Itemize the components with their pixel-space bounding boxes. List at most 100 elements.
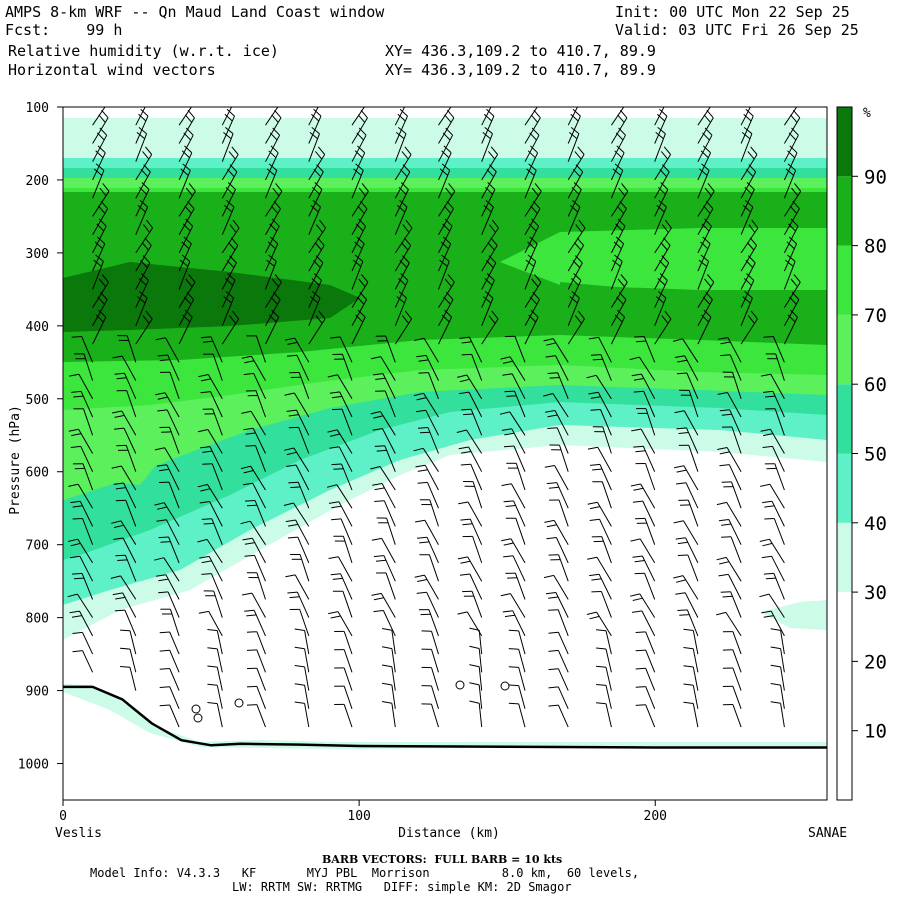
wind-barb-flag [570,113,579,122]
wind-barb-staff [638,356,656,381]
wind-barb-flag [533,109,541,119]
wind-barb-flag [400,168,408,178]
wind-barb-flag [67,593,78,598]
wind-barb-flag [138,113,147,122]
wind-barb-flag [270,145,279,154]
wind-barb-staff [428,554,439,582]
wind-barb-flag [418,372,429,374]
wind-barb-staff [380,356,396,381]
wind-barb-flag [226,260,235,268]
wind-barb-flag [530,205,538,214]
wind-barb-flag [490,237,498,246]
wind-barb-flag [502,373,513,376]
wind-barb-flag [483,113,493,122]
wind-barb-flag [329,391,340,394]
wind-barb-flag [683,683,694,686]
wind-barb-flag [676,469,687,473]
wind-barb-staff [599,519,612,545]
wind-barb-flag [461,341,472,344]
wind-barb-flag [504,432,515,436]
y-axis: 100 200 300 400 500 600 700 800 900 1000 [18,101,63,773]
wind-barb-flag [71,336,82,338]
wind-barb-flag [683,665,694,668]
wind-barb-flag [274,274,282,283]
wind-barb-flag [718,519,729,522]
wind-barb-flag [707,274,715,283]
wind-barb-staff [343,631,353,655]
wind-barb-flag [461,353,472,356]
wind-barb-flag [527,241,536,250]
wind-barb-flag [548,649,559,652]
wind-barb-staff [382,610,396,637]
wind-barb-flag [574,151,582,160]
wind-barb-staff [297,536,310,564]
wind-barb-flag [94,241,103,250]
wind-barb-flag [508,702,519,705]
wind-barb-staff [129,648,137,673]
wind-barb-flag [242,537,253,541]
wind-barb-flag [614,163,624,171]
wind-barb-staff [510,483,526,509]
wind-barb-flag [618,127,626,136]
wind-barb-flag [508,629,519,632]
wind-barb-staff [639,538,656,564]
wind-barb-flag [469,664,480,668]
wind-barb-flag [545,355,556,358]
wind-barb-flag [145,146,153,155]
wind-barb-flag [701,314,710,323]
wind-barb-staff [518,630,526,655]
wind-barb-flag [501,483,512,487]
wind-barb-flag [704,187,712,197]
wind-barb-flag [459,336,470,339]
wind-barb-flag [188,183,196,192]
wind-barb-flag [762,542,773,547]
wind-barb-flag [201,573,212,575]
wind-barb-staff [683,410,699,436]
wind-barb-staff [478,648,483,673]
wind-barb-flag [675,579,686,583]
wind-barb-staff [338,446,353,472]
wind-barb-staff [557,704,569,728]
wind-barb-flag [140,260,148,268]
wind-barb-flag [399,96,406,103]
wind-barb-flag [266,259,275,267]
wind-barb-flag [508,648,519,650]
wind-barb-flag [622,92,628,100]
wind-barb-flag [136,132,146,140]
wind-barb-flag [137,205,146,213]
wind-barb-flag [492,219,499,229]
wind-barb-staff [76,593,94,618]
wind-barb-flag [268,150,277,159]
wind-barb-flag [284,337,295,341]
wind-barb-flag [404,146,412,155]
wind-barb-flag [417,579,428,582]
wind-barb-flag [586,374,597,379]
wind-barb-flag [483,205,492,213]
wind-barb-flag [186,291,194,300]
wind-barb-flag [115,554,126,557]
wind-barb-flag [763,336,774,338]
wind-barb-flag [286,409,297,412]
wind-barb-flag [589,518,600,521]
wind-barb-flag [73,577,85,580]
wind-barb-flag [548,631,559,634]
plot-frame [62,106,828,801]
wind-barb-flag [111,410,122,414]
wind-barb-flag [181,254,191,262]
wind-barb-flag [787,150,796,159]
wind-barb-flag [200,378,211,382]
wind-barb-flag [114,414,125,418]
wind-barb-staff [123,427,137,454]
wind-barb-staff [254,555,266,582]
wind-barb-flag [241,410,252,414]
wind-barb-flag [469,700,480,704]
wind-barb-flag [762,433,774,437]
wind-barb-flag [268,314,277,323]
wind-barb-flag [268,163,278,171]
wind-barb-flag [184,114,193,123]
wind-barb-staff [178,107,193,126]
wind-barb-staff [773,518,785,545]
wind-barb-flag [743,278,752,286]
wind-barb-flag [363,92,369,100]
